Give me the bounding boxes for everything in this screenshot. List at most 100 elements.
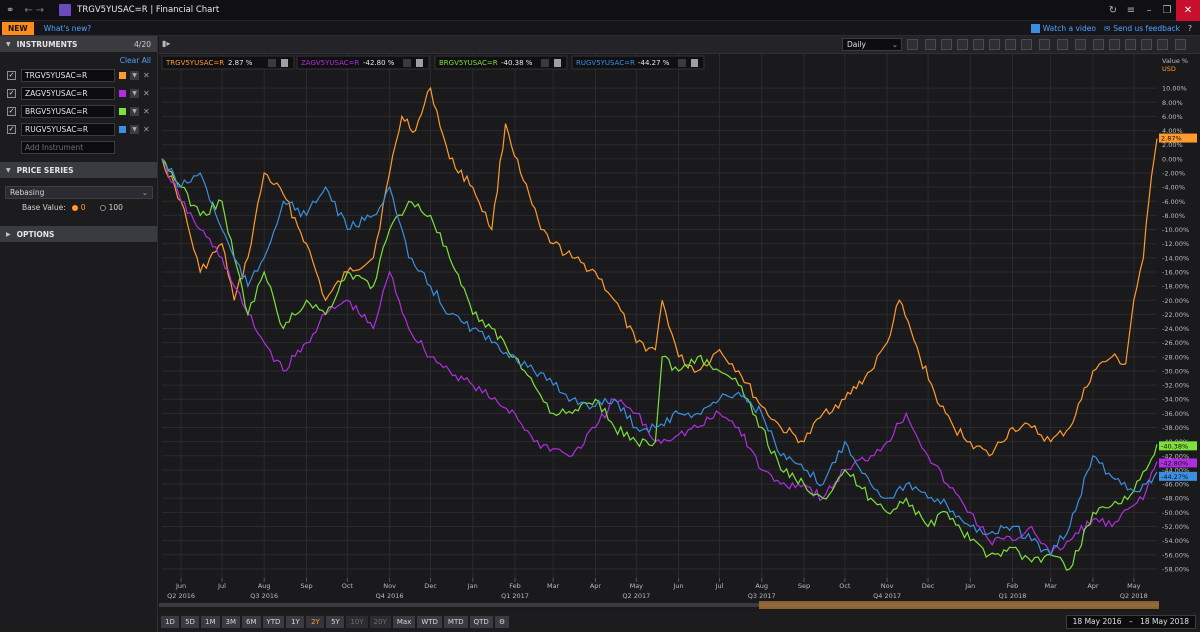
range-button[interactable]: YTD <box>262 616 285 628</box>
y-tick-label: -14.00% <box>1162 254 1189 262</box>
color-swatch[interactable] <box>119 71 126 79</box>
radio-base-0[interactable] <box>71 204 78 211</box>
price-chart[interactable]: TRGV5YUSAC=R 2.87 % ZAGV5YUSAC=R -42.80 % BR… <box>159 54 1200 612</box>
legend-series-name: BRGV5YUSAC=R <box>439 59 498 67</box>
series-line[interactable] <box>161 158 1158 571</box>
legend-item[interactable] <box>161 55 295 70</box>
instruments-count: 4/20 <box>134 39 151 49</box>
radio-base-100[interactable] <box>99 204 106 211</box>
indicator-icon[interactable] <box>941 39 952 50</box>
range-button[interactable]: 1Y <box>286 616 305 628</box>
color-swatch[interactable] <box>119 107 126 115</box>
zoom-icon[interactable] <box>1125 39 1136 50</box>
chevron-down-icon[interactable] <box>403 59 411 67</box>
color-swatch[interactable] <box>119 125 126 133</box>
range-button[interactable]: WTD <box>417 616 442 628</box>
list-icon[interactable] <box>925 39 936 50</box>
range-button[interactable]: 5Y <box>326 616 345 628</box>
price-series-header[interactable]: ▼ PRICE SERIES <box>0 162 157 178</box>
rebasing-select[interactable]: Rebasing ⌄ <box>5 186 153 199</box>
grid-icon[interactable] <box>1109 39 1120 50</box>
interval-select[interactable]: Daily ⌄ <box>842 38 902 51</box>
instrument-checkbox[interactable]: ✓ <box>7 88 16 98</box>
marker-icon[interactable] <box>1141 39 1152 50</box>
last-value-badge <box>1159 471 1197 481</box>
chart-type-icon[interactable] <box>907 39 918 50</box>
legend-item[interactable] <box>296 55 430 70</box>
export-icon[interactable] <box>1021 39 1032 50</box>
chevron-down-icon[interactable]: ▼ <box>130 124 139 134</box>
settings-icon[interactable]: ⚙ <box>494 616 510 628</box>
folder-icon[interactable] <box>989 39 1000 50</box>
back-forward-icon[interactable]: ←→ <box>24 4 48 16</box>
range-button[interactable]: 1D <box>161 616 179 628</box>
title-bar: ⚭ ←→ TRGV5YUSAC=R | Financial Chart ↻ ≡ … <box>0 0 1200 21</box>
remove-icon[interactable]: ✕ <box>143 106 150 116</box>
y-tick-label: -48.00% <box>1162 495 1189 503</box>
range-button[interactable]: Max <box>392 616 416 628</box>
layout-icon[interactable] <box>1075 39 1086 50</box>
whats-new-link[interactable]: What's new? <box>43 23 92 33</box>
scroller-window[interactable] <box>759 601 1159 609</box>
time-scroller[interactable] <box>159 600 1159 610</box>
chevron-down-icon[interactable]: ▼ <box>130 70 139 80</box>
copy-icon[interactable] <box>1039 39 1050 50</box>
instrument-checkbox[interactable]: ✓ <box>7 106 16 116</box>
menu-icon[interactable]: ≡ <box>1126 5 1136 16</box>
legend-item[interactable] <box>434 55 568 70</box>
trash-icon[interactable] <box>691 59 698 67</box>
refresh-icon[interactable] <box>1157 39 1168 50</box>
instrument-input[interactable]: RUGV5YUSAC=R <box>21 122 115 136</box>
refresh-icon[interactable]: ↻ <box>1108 5 1118 16</box>
compare-icon[interactable] <box>1057 39 1068 50</box>
remove-icon[interactable]: ✕ <box>143 124 150 134</box>
draw-icon[interactable] <box>957 39 968 50</box>
link-icon[interactable]: ⚭ <box>6 4 15 16</box>
range-button[interactable]: 1M <box>201 616 220 628</box>
chevron-down-icon[interactable] <box>268 59 276 67</box>
close-icon[interactable]: ✕ <box>1176 0 1200 21</box>
series-line[interactable] <box>161 86 1158 457</box>
add-instrument-input[interactable]: Add Instrument <box>21 141 115 154</box>
range-button[interactable]: MTD <box>443 616 468 628</box>
instrument-input[interactable]: BRGV5YUSAC=R <box>21 104 115 118</box>
color-swatch[interactable] <box>119 89 126 97</box>
instrument-input[interactable]: ZAGV5YUSAC=R <box>21 86 115 100</box>
range-button[interactable]: 2Y <box>306 616 325 628</box>
menu-icon[interactable] <box>1093 39 1104 50</box>
legend-item[interactable] <box>571 55 705 70</box>
chevron-down-icon[interactable]: ▼ <box>130 106 139 116</box>
instrument-checkbox[interactable]: ✓ <box>7 124 16 134</box>
trash-icon[interactable] <box>416 59 423 67</box>
remove-icon[interactable]: ✕ <box>143 70 150 80</box>
clear-all-link[interactable]: Clear All <box>119 56 151 65</box>
range-button[interactable]: 6M <box>242 616 261 628</box>
minimize-icon[interactable]: – <box>1146 5 1152 16</box>
help-icon[interactable]: ? <box>1188 24 1192 33</box>
instrument-checkbox[interactable]: ✓ <box>7 70 16 80</box>
remove-icon[interactable]: ✕ <box>143 88 150 98</box>
trash-icon[interactable] <box>554 59 561 67</box>
chevron-down-icon[interactable]: ▼ <box>130 88 139 98</box>
trash-icon[interactable] <box>281 59 288 67</box>
range-button[interactable]: QTD <box>469 616 493 628</box>
options-header[interactable]: ▶ OPTIONS <box>0 226 157 242</box>
series-line[interactable] <box>161 158 1158 557</box>
restore-icon[interactable]: ❐ <box>1162 5 1172 16</box>
overlay-icon[interactable] <box>973 39 984 50</box>
y-axis: 10.00% 8.00% 6.00% 4.00% 2.00% 0.00% -2.00% -4.… <box>1159 57 1197 573</box>
chevron-down-icon[interactable] <box>541 59 549 67</box>
series-line[interactable] <box>161 158 1158 557</box>
date-range-input[interactable]: 18 May 2016 – 18 May 2018 <box>1065 615 1196 629</box>
save-icon[interactable] <box>1005 39 1016 50</box>
y-tick-label: -30.00% <box>1162 367 1189 375</box>
sidebar-toggle-icon[interactable]: ▮▸ <box>162 39 171 48</box>
feedback-link[interactable]: ✉ Send us feedback <box>1103 24 1181 33</box>
chevron-down-icon[interactable] <box>678 59 686 67</box>
instruments-header[interactable]: ▼ INSTRUMENTS 4/20 <box>0 36 157 52</box>
instrument-input[interactable]: TRGV5YUSAC=R <box>21 68 115 82</box>
range-button[interactable]: 3M <box>221 616 240 628</box>
settings-icon[interactable] <box>1175 39 1186 50</box>
range-button[interactable]: 5D <box>181 616 199 628</box>
watch-video-link[interactable]: Watch a video <box>1030 24 1096 33</box>
